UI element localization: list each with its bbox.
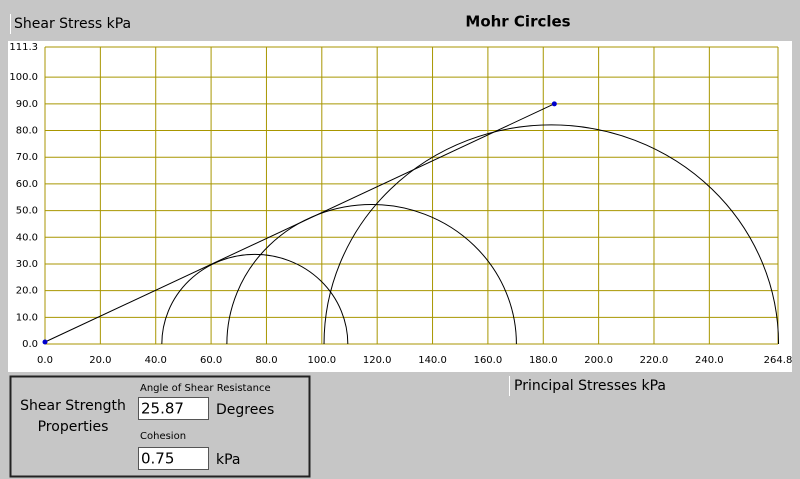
y-tick-label: 0.0 (22, 339, 38, 350)
mohr-circle (323, 124, 780, 345)
y-tick-label: 111.3 (9, 42, 38, 53)
x-tick-label: 140.0 (418, 355, 447, 366)
angle-label: Angle of Shear Resistance (140, 383, 271, 394)
x-tick-label: 180.0 (529, 355, 558, 366)
plot-panel (8, 41, 792, 372)
x-tick-label: 100.0 (307, 355, 336, 366)
chart-title: Mohr Circles (465, 13, 570, 31)
cohesion-value[interactable]: 0.75 (141, 450, 174, 468)
x-tick-label: 240.0 (695, 355, 724, 366)
y-tick-label: 60.0 (16, 179, 38, 190)
x-tick-label: 40.0 (145, 355, 167, 366)
envelope-point (42, 339, 48, 345)
panel-title: Shear Strength Properties (20, 398, 126, 435)
x-tick-label: 160.0 (474, 355, 503, 366)
mohr-circle (161, 254, 349, 345)
y-tick-label: 70.0 (16, 152, 38, 163)
label-bar (10, 14, 11, 34)
x-tick-label: 60.0 (200, 355, 222, 366)
x-tick-label: 200.0 (584, 355, 613, 366)
y-tick-label: 40.0 (16, 232, 38, 243)
cohesion-input[interactable] (138, 447, 209, 470)
failure-envelope (44, 103, 555, 343)
x-tick-label: 220.0 (640, 355, 669, 366)
x-tick-label: 20.0 (89, 355, 111, 366)
envelope-point (551, 101, 557, 107)
y-tick-label: 90.0 (16, 99, 38, 110)
panel-title-box: Shear Strength Properties (20, 398, 126, 435)
x-tick-label: 0.0 (37, 355, 53, 366)
y-tick-label: 80.0 (16, 126, 38, 137)
cohesion-label: Cohesion (140, 431, 186, 442)
x-tick-label: 80.0 (255, 355, 277, 366)
y-tick-label: 50.0 (16, 206, 38, 217)
plot: 0.0 10.0 20.0 30.0 40.0 50.0 60.0 70.0 80.0 90.0 1… (9, 42, 792, 366)
y-axis-label: Shear Stress kPa (14, 16, 131, 32)
cohesion-unit: kPa (216, 452, 241, 468)
y-tick-label: 10.0 (16, 312, 38, 323)
angle-value[interactable]: 25.87 (141, 400, 184, 418)
x-tick-label: 120.0 (363, 355, 392, 366)
angle-input[interactable] (138, 397, 209, 420)
y-tick-label: 30.0 (16, 259, 38, 270)
angle-unit: Degrees (216, 402, 274, 418)
x-tick-label: 264.8 (764, 355, 793, 366)
x-axis-label: Principal Stresses kPa (514, 378, 666, 394)
mohr-circle (226, 203, 517, 345)
y-tick-label: 20.0 (16, 286, 38, 297)
label-bar (509, 376, 510, 396)
y-tick-label: 100.0 (9, 72, 38, 83)
